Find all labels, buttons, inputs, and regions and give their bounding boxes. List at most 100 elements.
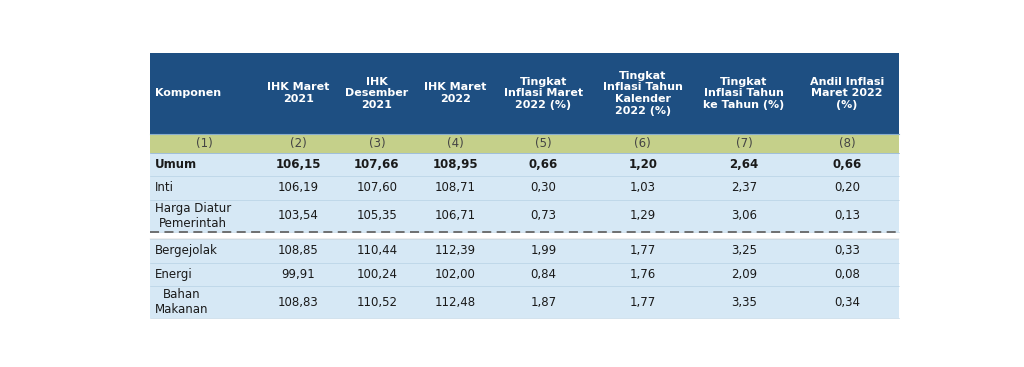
Text: 0,34: 0,34 <box>834 295 860 309</box>
Text: IHK Maret
2022: IHK Maret 2022 <box>424 83 486 104</box>
Text: 106,71: 106,71 <box>435 209 476 222</box>
Bar <box>495 153 592 176</box>
Text: 108,83: 108,83 <box>278 295 318 309</box>
Bar <box>693 134 795 153</box>
Text: 3,35: 3,35 <box>731 295 757 309</box>
Text: (6): (6) <box>635 137 651 150</box>
Bar <box>693 153 795 176</box>
Text: Inti: Inti <box>155 181 174 194</box>
Bar <box>151 153 259 176</box>
Text: 0,73: 0,73 <box>530 209 556 222</box>
Bar <box>495 286 592 318</box>
Bar <box>495 200 592 232</box>
Bar <box>592 239 693 262</box>
Text: 99,91: 99,91 <box>282 268 315 281</box>
Text: 112,48: 112,48 <box>435 295 476 309</box>
Text: (4): (4) <box>447 137 464 150</box>
Bar <box>592 286 693 318</box>
Bar <box>795 200 899 232</box>
Bar <box>338 153 416 176</box>
Text: IHK
Desember
2021: IHK Desember 2021 <box>345 77 409 110</box>
Bar <box>416 262 495 286</box>
Bar <box>151 200 259 232</box>
Bar <box>495 134 592 153</box>
Text: 107,60: 107,60 <box>356 181 397 194</box>
Bar <box>795 176 899 200</box>
Text: IHK Maret
2021: IHK Maret 2021 <box>267 83 330 104</box>
Text: 108,95: 108,95 <box>433 158 478 171</box>
Text: Komponen: Komponen <box>155 88 221 98</box>
Text: 0,20: 0,20 <box>834 181 860 194</box>
Bar <box>416 153 495 176</box>
Bar <box>592 134 693 153</box>
Text: (7): (7) <box>735 137 753 150</box>
Text: 0,13: 0,13 <box>834 209 860 222</box>
Bar <box>151 286 259 318</box>
Text: 0,66: 0,66 <box>529 158 558 171</box>
Bar <box>416 52 495 134</box>
Bar <box>693 262 795 286</box>
Text: 1,77: 1,77 <box>630 295 656 309</box>
Bar <box>693 176 795 200</box>
Bar <box>259 176 338 200</box>
Text: Bahan
Makanan: Bahan Makanan <box>155 288 209 316</box>
Bar <box>416 286 495 318</box>
Bar <box>259 286 338 318</box>
Text: 0,30: 0,30 <box>530 181 556 194</box>
Text: 106,19: 106,19 <box>278 181 318 194</box>
Text: 110,44: 110,44 <box>356 244 397 257</box>
Bar <box>338 286 416 318</box>
Bar <box>693 52 795 134</box>
Bar <box>338 200 416 232</box>
Bar <box>592 52 693 134</box>
Bar <box>151 52 259 134</box>
Text: Umum: Umum <box>155 158 197 171</box>
Text: 103,54: 103,54 <box>278 209 318 222</box>
Bar <box>495 52 592 134</box>
Bar <box>592 262 693 286</box>
Text: Tingkat
Inflasi Tahun
ke Tahun (%): Tingkat Inflasi Tahun ke Tahun (%) <box>703 77 784 110</box>
Bar <box>416 134 495 153</box>
Text: 112,39: 112,39 <box>435 244 476 257</box>
Text: (3): (3) <box>369 137 385 150</box>
Text: 0,66: 0,66 <box>833 158 861 171</box>
Text: 105,35: 105,35 <box>356 209 397 222</box>
Bar <box>259 200 338 232</box>
Bar <box>338 52 416 134</box>
Text: 107,66: 107,66 <box>354 158 399 171</box>
Bar <box>259 153 338 176</box>
Text: 110,52: 110,52 <box>356 295 397 309</box>
Bar <box>795 153 899 176</box>
Text: Tingkat
Inflasi Maret
2022 (%): Tingkat Inflasi Maret 2022 (%) <box>504 77 583 110</box>
Text: Bergejolak: Bergejolak <box>155 244 218 257</box>
Text: Andil Inflasi
Maret 2022
(%): Andil Inflasi Maret 2022 (%) <box>810 77 884 110</box>
Bar <box>795 262 899 286</box>
Bar <box>151 239 259 262</box>
Text: 2,37: 2,37 <box>731 181 757 194</box>
Bar <box>795 286 899 318</box>
Bar <box>338 239 416 262</box>
Text: (5): (5) <box>536 137 552 150</box>
Bar <box>416 239 495 262</box>
Bar <box>259 134 338 153</box>
Text: 1,76: 1,76 <box>630 268 656 281</box>
Bar <box>495 176 592 200</box>
Text: Harga Diatur
Pemerintah: Harga Diatur Pemerintah <box>155 201 231 230</box>
Text: 0,08: 0,08 <box>834 268 860 281</box>
Text: 1,99: 1,99 <box>530 244 557 257</box>
Text: 102,00: 102,00 <box>435 268 476 281</box>
Text: 2,09: 2,09 <box>731 268 757 281</box>
Text: (2): (2) <box>290 137 306 150</box>
Text: 1,20: 1,20 <box>629 158 657 171</box>
Text: 108,71: 108,71 <box>435 181 476 194</box>
Bar <box>693 239 795 262</box>
Text: (1): (1) <box>197 137 213 150</box>
Text: 1,03: 1,03 <box>630 181 655 194</box>
Bar <box>795 239 899 262</box>
Bar <box>151 176 259 200</box>
Bar <box>338 134 416 153</box>
Text: Energi: Energi <box>155 268 193 281</box>
Text: 3,25: 3,25 <box>731 244 757 257</box>
Bar <box>416 176 495 200</box>
Bar <box>495 262 592 286</box>
